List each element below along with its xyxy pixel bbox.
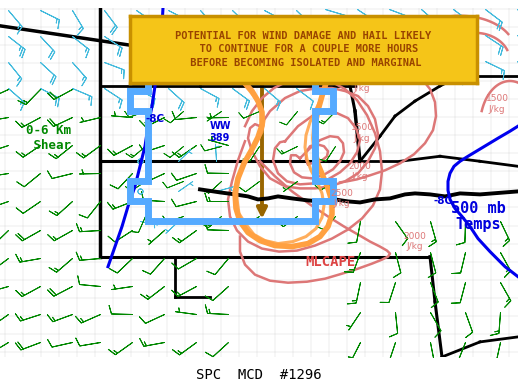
Text: SPC  MCD  #1296: SPC MCD #1296 xyxy=(196,368,322,382)
Text: WW
389: WW 389 xyxy=(209,121,231,143)
Text: 0-6 Km
 Shear: 0-6 Km Shear xyxy=(25,124,70,152)
Text: 500 mb: 500 mb xyxy=(451,201,506,216)
Text: 1500
J/kg: 1500 J/kg xyxy=(351,123,373,143)
Text: 2000
J/kg: 2000 J/kg xyxy=(349,162,371,181)
Text: Temps: Temps xyxy=(455,217,501,232)
Text: POTENTIAL FOR WIND DAMAGE AND HAIL LIKELY
  TO CONTINUE FOR A COUPLE MORE HOURS
: POTENTIAL FOR WIND DAMAGE AND HAIL LIKEL… xyxy=(175,31,431,68)
Text: 1500
J/kg: 1500 J/kg xyxy=(351,73,373,93)
Text: 2500
J/kg: 2500 J/kg xyxy=(330,189,353,208)
Text: 2000
J/kg: 2000 J/kg xyxy=(404,232,426,251)
Text: 2000
J/kg: 2000 J/kg xyxy=(449,38,471,57)
Text: -8C: -8C xyxy=(434,196,453,206)
Text: -8C: -8C xyxy=(146,114,165,124)
Text: MLCAPE: MLCAPE xyxy=(305,255,355,268)
Text: 1500
J/kg: 1500 J/kg xyxy=(485,94,509,114)
